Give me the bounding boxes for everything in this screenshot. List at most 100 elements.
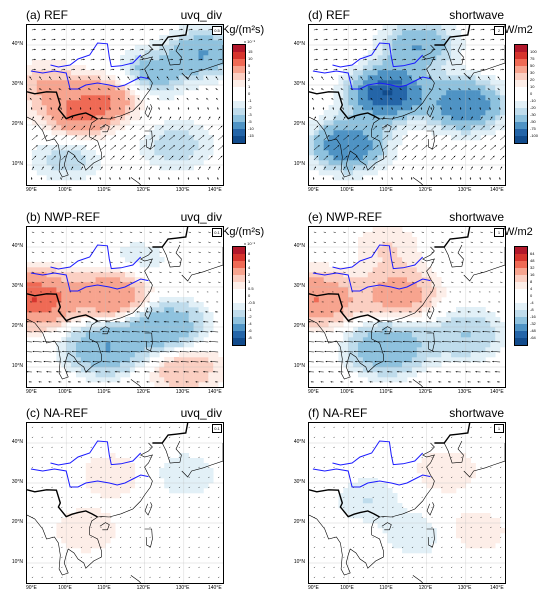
shade-cell [485, 337, 491, 343]
wind-vector [360, 88, 364, 91]
wind-vector [353, 68, 358, 71]
shade-cell [451, 347, 457, 353]
shade-cell [203, 45, 209, 51]
wind-vector [445, 320, 452, 323]
wind-vector [95, 320, 101, 323]
shade-cell [85, 287, 91, 293]
wind-vector [470, 58, 475, 61]
shade-cell [80, 357, 87, 363]
shade-cell [460, 100, 467, 106]
shade-cell [377, 257, 383, 263]
shade-cell [71, 357, 77, 363]
shade-cell [208, 367, 214, 373]
shade-cell [178, 463, 185, 469]
y-tick-label: 30°N [11, 283, 23, 289]
shade-cell [353, 347, 359, 353]
shade-cell [372, 337, 378, 343]
shade-cell [402, 65, 408, 71]
shade-cell [470, 120, 476, 126]
shade-cell [456, 90, 462, 96]
shade-cell [362, 140, 369, 146]
wind-vector [334, 350, 344, 353]
shade-cell [203, 30, 209, 36]
shade-cell [193, 25, 199, 31]
shade-cell [367, 232, 373, 238]
shade-cell [490, 322, 496, 328]
shade-cell [416, 90, 422, 96]
shade-cell [71, 165, 77, 171]
wind-vector [107, 311, 111, 313]
wind-vector [217, 155, 223, 161]
shade-cell [397, 347, 403, 353]
shade-cell [100, 75, 106, 81]
wind-vector [78, 76, 82, 81]
shade-cell [154, 60, 160, 66]
shade-cell [198, 140, 204, 146]
wind-vector [460, 281, 464, 283]
shade-cell [426, 65, 432, 71]
shade-cell [451, 30, 457, 36]
shade-cell [85, 272, 91, 278]
wind-vector [323, 271, 327, 273]
wind-vector [217, 135, 223, 141]
shade-cell [372, 277, 378, 283]
shade-cell [110, 533, 116, 539]
shade-cell [27, 327, 33, 333]
shade-cell [41, 110, 47, 116]
shade-cell [313, 312, 320, 318]
shade-cell [174, 55, 180, 61]
wind-vector [411, 68, 416, 71]
shade-cell [203, 80, 209, 86]
wind-vector [392, 58, 397, 61]
colorbar-swatch [515, 52, 527, 59]
shade-cell [431, 65, 437, 71]
wind-vector [40, 177, 43, 181]
shade-cell [188, 160, 194, 166]
wind-vector [100, 556, 102, 559]
wind-vector [131, 360, 140, 363]
shade-cell [164, 483, 170, 489]
shade-cell [460, 357, 467, 363]
shade-cell [446, 130, 452, 136]
wind-vector [479, 177, 482, 181]
wind-vector [208, 166, 211, 171]
shade-cell [178, 60, 185, 66]
wind-vector [462, 360, 471, 363]
wind-vector [129, 241, 133, 243]
wind-vector [80, 446, 83, 449]
wind-vector [208, 58, 213, 61]
wind-vector [129, 155, 135, 161]
wind-vector [129, 486, 132, 489]
shade-cell [95, 302, 101, 308]
wind-vector [382, 261, 385, 263]
china-border [152, 423, 189, 444]
wind-vector [159, 58, 164, 61]
shade-cell [367, 302, 373, 308]
wind-vector [41, 506, 43, 509]
shade-cell [169, 70, 175, 76]
shade-cell [46, 80, 52, 86]
shade-cell [338, 85, 344, 91]
china-border [434, 227, 471, 248]
wind-vector [401, 145, 408, 151]
shade-cell [61, 80, 67, 86]
wind-vector [431, 261, 434, 263]
wind-vector [149, 135, 156, 141]
shade-cell [441, 85, 447, 91]
shade-cell [159, 327, 165, 333]
shade-cell [475, 110, 481, 116]
wind-vector [323, 261, 327, 263]
shade-cell [203, 367, 209, 373]
wind-vector [120, 241, 123, 243]
shade-cell [31, 80, 38, 86]
shade-cell [198, 50, 204, 56]
shade-cell [169, 35, 175, 41]
colorbar-label: -10 [248, 126, 254, 131]
wind-vector [31, 516, 34, 519]
shade-cell [397, 90, 403, 96]
shade-cell [125, 115, 131, 121]
shade-cell [309, 135, 315, 141]
shade-cell [338, 317, 344, 323]
y-tick-label: 20°N [293, 121, 305, 127]
wind-vector [450, 166, 454, 171]
